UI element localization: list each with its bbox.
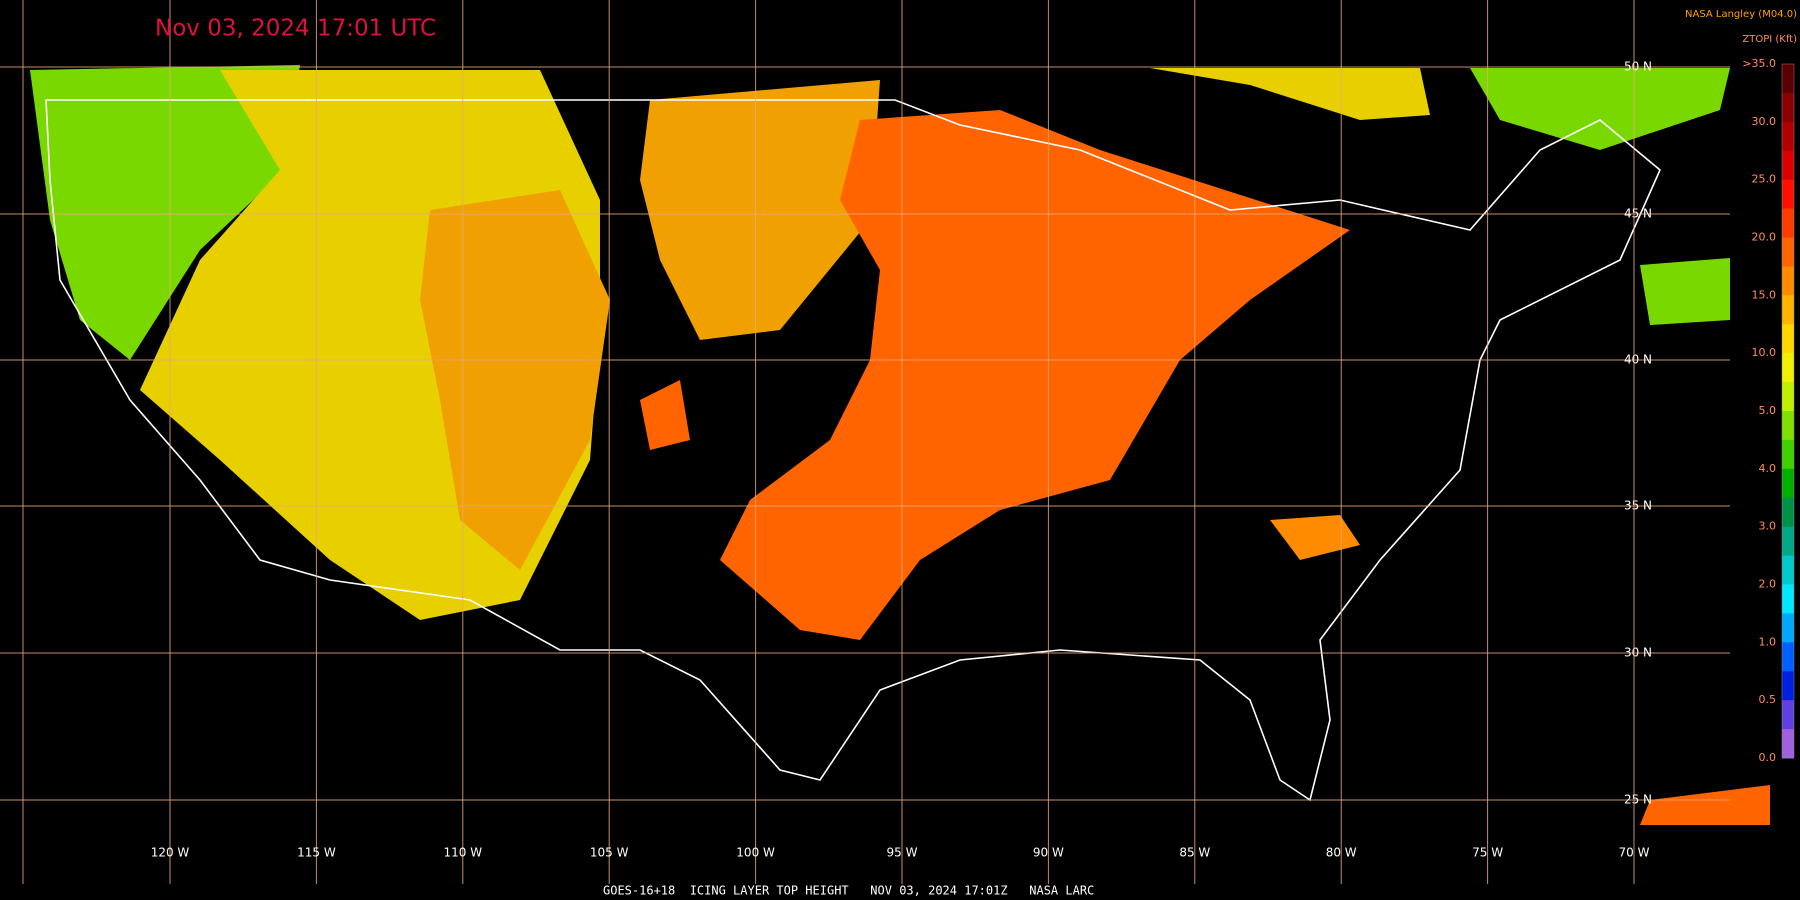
colorbar-title: ZTOPI (Kft) (1742, 34, 1797, 45)
colorbar-segment (1782, 382, 1794, 412)
latitude-label: 50 N (1624, 60, 1652, 74)
colorbar-label: 20.0 (1752, 231, 1777, 244)
country-outline (45, 99, 1661, 802)
cloud-green (30, 65, 300, 360)
colorbar-label: >35.0 (1742, 57, 1776, 70)
cloud-layer (30, 65, 1770, 825)
colorbar-segment (1782, 295, 1794, 325)
colorbar-label: 10.0 (1752, 346, 1777, 359)
colorbar-segment (1782, 671, 1794, 701)
latitude-label: 45 N (1624, 207, 1652, 221)
longitude-label: 105 W (590, 846, 629, 860)
longitude-label: 100 W (736, 846, 775, 860)
colorbar-segment (1782, 92, 1794, 123)
longitude-label: 85 W (1179, 846, 1210, 860)
colorbar-segment (1782, 642, 1794, 672)
map-title: Nov 03, 2024 17:01 UTC (155, 16, 436, 42)
colorbar-segment (1782, 179, 1794, 210)
cloud-orange (1640, 785, 1770, 825)
longitude-label: 95 W (887, 846, 918, 860)
colorbar-segment (1782, 497, 1794, 528)
latitude-label: 40 N (1624, 353, 1652, 367)
colorbar-segment (1782, 411, 1794, 441)
colorbar-label: 4.0 (1759, 462, 1777, 475)
colorbar-segment (1782, 237, 1794, 267)
colorbar-segment (1782, 439, 1794, 470)
latitude-label: 35 N (1624, 499, 1652, 513)
graticule: 50 N 45 N 40 N 35 N 30 N 25 N 120 W 115 W 110 W 1… (0, 0, 1730, 884)
cloud-green (1470, 68, 1730, 150)
cloud-green (1640, 258, 1730, 325)
longitude-label: 75 W (1472, 846, 1503, 860)
footer: GOES-16+18 ICING LAYER TOP HEIGHT NOV 03… (603, 884, 1094, 898)
cloud-orange (640, 380, 690, 450)
colorbar-segment (1782, 266, 1794, 296)
colorbar-label: 0.5 (1759, 693, 1777, 706)
longitude-label: 70 W (1619, 846, 1650, 860)
colorbar-segment (1782, 150, 1794, 181)
latitude-label: 25 N (1624, 793, 1652, 807)
longitude-label: 90 W (1033, 846, 1064, 860)
colorbar-segment (1782, 526, 1794, 557)
longitude-label: 110 W (444, 846, 483, 860)
colorbar-segment (1782, 64, 1794, 94)
colorbar-segment (1782, 729, 1794, 759)
colorbar-segment (1782, 584, 1794, 614)
cloud-yellow (1150, 68, 1430, 120)
colorbar-frame (1781, 63, 1795, 759)
credit: NASA Langley (M04.0) (1685, 9, 1797, 20)
colorbar-segment (1782, 700, 1794, 730)
colorbar-label: 30.0 (1752, 115, 1777, 128)
colorbar: >35.0 30.0 25.0 20.0 15.0 10.0 5.0 4.0 3.0 2.0 1.0… (1742, 57, 1795, 764)
colorbar-label: 0.0 (1759, 751, 1777, 764)
colorbar-label: 3.0 (1759, 520, 1777, 533)
colorbar-segment (1782, 555, 1794, 585)
colorbar-segment (1782, 613, 1794, 643)
longitude-label: 120 W (151, 846, 190, 860)
colorbar-label: 25.0 (1752, 173, 1777, 186)
cloud-amber (640, 80, 880, 340)
colorbar-segment (1782, 353, 1794, 383)
colorbar-segment (1782, 121, 1794, 152)
colorbar-label: 1.0 (1759, 635, 1777, 648)
colorbar-segment (1782, 468, 1794, 499)
cloud-orange (720, 110, 1350, 640)
latitude-label: 30 N (1624, 646, 1652, 660)
colorbar-label: 15.0 (1752, 288, 1777, 301)
colorbar-label: 5.0 (1759, 404, 1777, 417)
longitude-label: 115 W (297, 846, 336, 860)
cloud-amber (420, 190, 610, 570)
longitude-label: 80 W (1326, 846, 1357, 860)
colorbar-label: 2.0 (1759, 578, 1777, 591)
cloud-orange (1270, 515, 1360, 560)
colorbar-segment (1782, 208, 1794, 238)
colorbar-segment (1782, 324, 1794, 354)
